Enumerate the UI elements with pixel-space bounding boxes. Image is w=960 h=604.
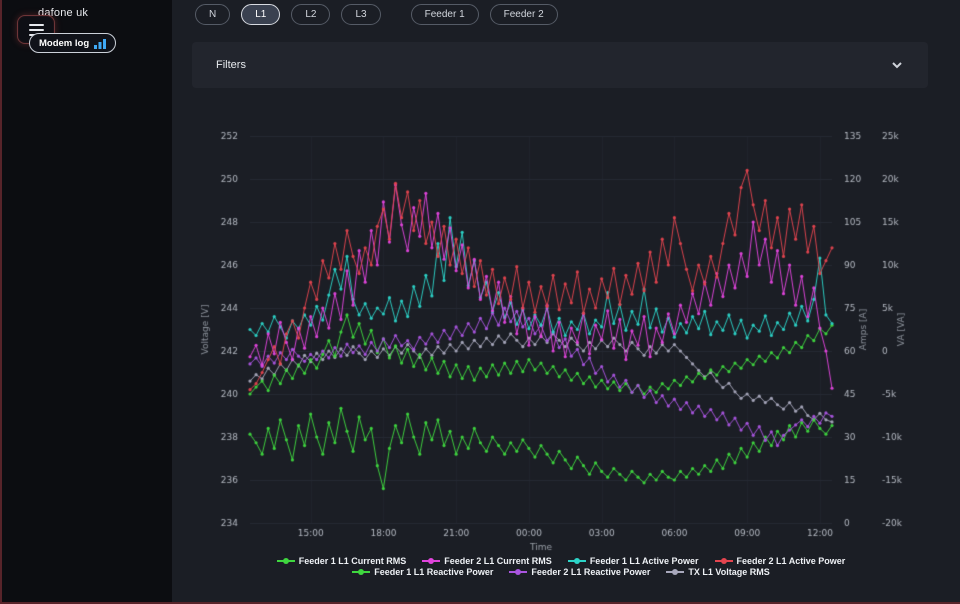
filters-panel[interactable]: Filters bbox=[192, 42, 928, 88]
legend-marker-icon bbox=[509, 568, 527, 576]
chart-canvas[interactable] bbox=[192, 95, 930, 555]
chart-container: Feeder 1 L1 Current RMS Feeder 2 L1 Curre… bbox=[192, 95, 930, 595]
phase-button-N[interactable]: N bbox=[195, 4, 230, 25]
bar-chart-icon bbox=[94, 38, 106, 49]
legend-item[interactable]: Feeder 1 L1 Current RMS bbox=[277, 556, 407, 566]
app-window: dafone uk Modem log N L1 L2 L3 Feede bbox=[0, 0, 960, 604]
phase-button-L1[interactable]: L1 bbox=[241, 4, 280, 25]
legend-marker-icon bbox=[568, 557, 586, 565]
legend-item[interactable]: Feeder 2 L1 Reactive Power bbox=[509, 567, 650, 577]
legend-label: Feeder 2 L1 Reactive Power bbox=[531, 567, 650, 577]
legend-marker-icon bbox=[715, 557, 733, 565]
legend-marker-icon bbox=[352, 568, 370, 576]
chevron-down-icon[interactable] bbox=[890, 58, 904, 72]
legend-label: Feeder 2 L1 Active Power bbox=[737, 556, 846, 566]
phase-button-L3[interactable]: L3 bbox=[341, 4, 380, 25]
legend-item[interactable]: Feeder 1 L1 Reactive Power bbox=[352, 567, 493, 577]
feeder-button-2[interactable]: Feeder 2 bbox=[490, 4, 558, 25]
modem-log-button[interactable]: Modem log bbox=[29, 33, 116, 53]
toolbar: N L1 L2 L3 Feeder 1 Feeder 2 bbox=[195, 4, 569, 25]
feeder-button-1[interactable]: Feeder 1 bbox=[411, 4, 479, 25]
legend-item[interactable]: Feeder 2 L1 Current RMS bbox=[422, 556, 552, 566]
phase-button-group: N L1 L2 L3 bbox=[195, 4, 392, 25]
legend-item[interactable]: Feeder 1 L1 Active Power bbox=[568, 556, 699, 566]
legend-item[interactable]: Feeder 2 L1 Active Power bbox=[715, 556, 846, 566]
legend-label: TX L1 Voltage RMS bbox=[688, 567, 769, 577]
legend-label: Feeder 2 L1 Current RMS bbox=[444, 556, 552, 566]
legend-item[interactable]: TX L1 Voltage RMS bbox=[666, 567, 769, 577]
chart-legend: Feeder 1 L1 Current RMS Feeder 2 L1 Curre… bbox=[192, 556, 930, 577]
legend-label: Feeder 1 L1 Current RMS bbox=[299, 556, 407, 566]
feeder-button-group: Feeder 1 Feeder 2 bbox=[411, 4, 569, 25]
modem-log-label: Modem log bbox=[39, 38, 89, 49]
legend-marker-icon bbox=[277, 557, 295, 565]
legend-label: Feeder 1 L1 Reactive Power bbox=[374, 567, 493, 577]
sidebar: dafone uk Modem log bbox=[2, 0, 172, 602]
main-content: N L1 L2 L3 Feeder 1 Feeder 2 Filters Fee… bbox=[172, 0, 960, 602]
legend-label: Feeder 1 L1 Active Power bbox=[590, 556, 699, 566]
legend-marker-icon bbox=[666, 568, 684, 576]
phase-button-L2[interactable]: L2 bbox=[291, 4, 330, 25]
legend-marker-icon bbox=[422, 557, 440, 565]
filters-label: Filters bbox=[216, 59, 246, 71]
